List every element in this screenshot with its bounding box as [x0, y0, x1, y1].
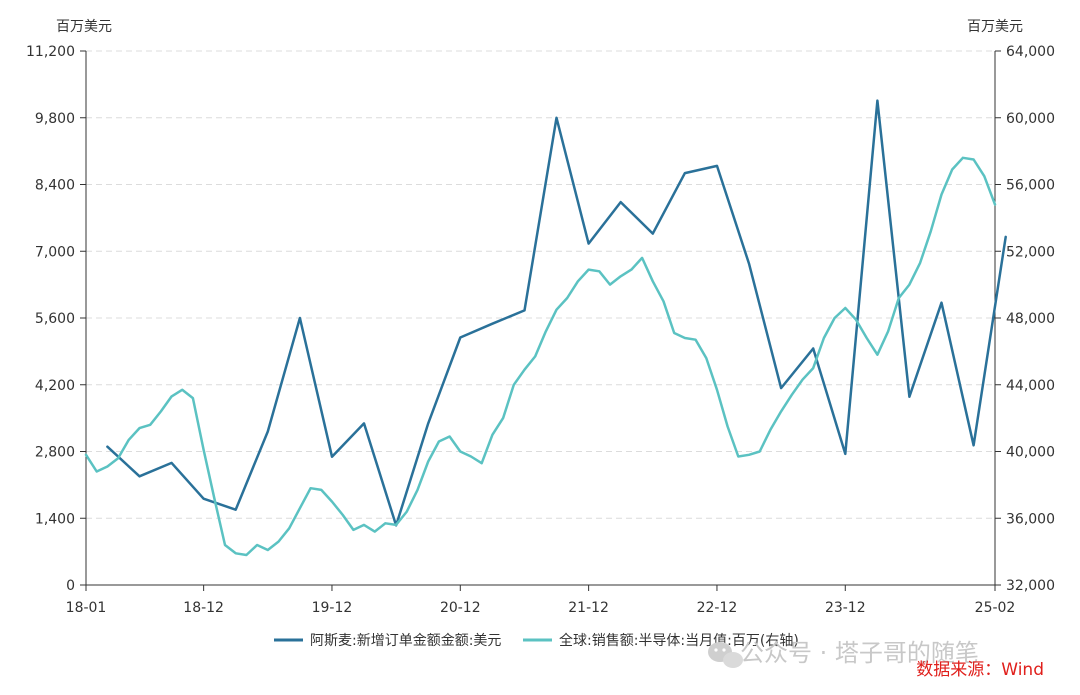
y-left-tick-label: 4,200 [35, 378, 75, 394]
watermark-text: 公众号 · 塔子哥的随笔 [740, 639, 979, 667]
x-tick-label: 21-12 [568, 600, 609, 616]
legend-label-series-1: 阿斯麦:新增订单金额金额:美元 [310, 633, 501, 649]
x-tick-label: 18-01 [66, 600, 107, 616]
y-right-tick-label: 60,000 [1006, 111, 1055, 127]
y-left-tick-label: 0 [66, 578, 75, 594]
x-tick-label: 23-12 [825, 600, 866, 616]
y-right-tick-label: 40,000 [1006, 445, 1055, 461]
series-line-1 [106, 99, 1007, 527]
y-left-tick-label: 8,400 [35, 178, 75, 194]
y-right-tick-label: 32,000 [1006, 578, 1055, 594]
y-right-tick-label: 48,000 [1006, 311, 1055, 327]
y-left-tick-label: 9,800 [35, 111, 75, 127]
axes: 0 1,400 2,800 4,200 5,600 7,000 8,400 9,800 11,2… [26, 44, 1055, 616]
y-right-tick-label: 44,000 [1006, 378, 1055, 394]
y-left-tick-label: 1,400 [35, 511, 75, 527]
x-tick-label: 19-12 [312, 600, 353, 616]
x-tick-label: 25-02 [975, 600, 1016, 616]
grid-lines [86, 50, 995, 519]
series-line-2 [84, 156, 997, 557]
right-axis-unit: 百万美元 [967, 19, 1023, 35]
wechat-icon [708, 642, 743, 668]
source-label: 数据来源：Wind [916, 660, 1044, 680]
y-right-tick-label: 56,000 [1006, 178, 1055, 194]
y-left-tick-label: 11,200 [26, 44, 75, 60]
watermark: 公众号 · 塔子哥的随笔 [708, 639, 979, 668]
series-layer [84, 99, 1007, 557]
y-right-tick-label: 64,000 [1006, 44, 1055, 60]
x-tick-label: 20-12 [440, 600, 481, 616]
y-right-tick-label: 52,000 [1006, 244, 1055, 260]
y-left-tick-label: 7,000 [35, 244, 75, 260]
y-left-tick-label: 2,800 [35, 445, 75, 461]
legend-label-series-2: 全球:销售额:半导体:当月值:百万(右轴) [559, 632, 799, 649]
x-tick-label: 22-12 [697, 600, 738, 616]
legend: 阿斯麦:新增订单金额金额:美元 全球:销售额:半导体:当月值:百万(右轴) [274, 632, 799, 649]
x-tick-label: 18-12 [183, 600, 224, 616]
left-axis-unit: 百万美元 [56, 19, 112, 35]
y-left-tick-label: 5,600 [35, 311, 75, 327]
y-right-tick-label: 36,000 [1006, 511, 1055, 527]
